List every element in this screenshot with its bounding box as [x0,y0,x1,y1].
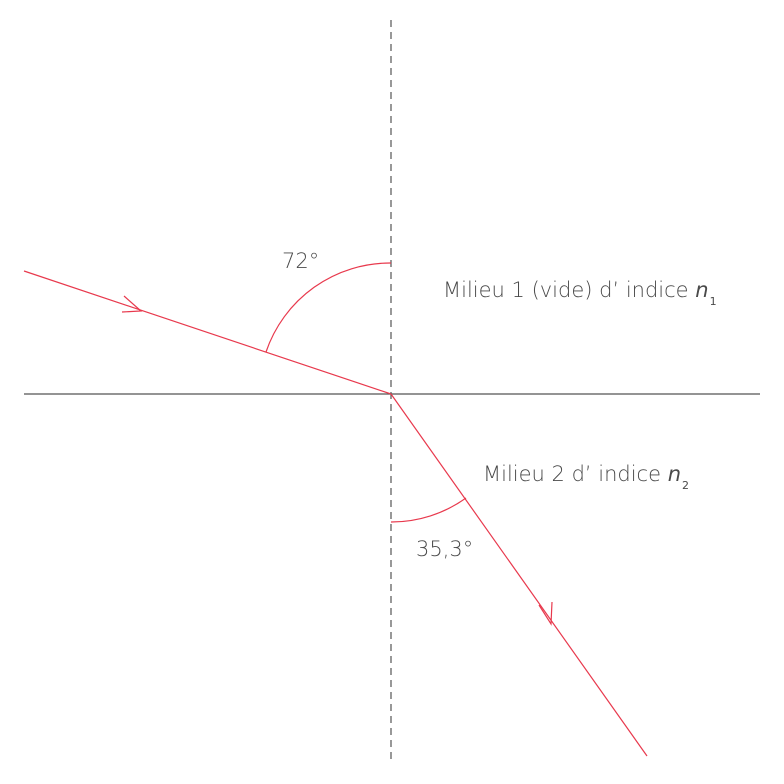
incidence-angle-label: 72° [282,249,319,273]
refracted-ray [390,393,648,757]
incident-arrow-icon [121,295,143,313]
svg-text:Milieu 2 d’ indice n2: Milieu 2 d’ indice n2 [483,462,689,492]
medium2-symbol: n [668,462,681,486]
medium2-subscript: 2 [682,479,689,492]
refraction-angle-arc [390,497,467,523]
svg-text:Milieu 1 (vide) d’ indice n1: Milieu 1 (vide) d’ indice n1 [443,278,717,308]
refracted-arrow-icon [538,601,553,626]
medium2-label: Milieu 2 d’ indice n2 [483,462,689,492]
medium2-text: Milieu 2 d’ indice [483,462,668,486]
medium1-symbol: n [695,278,708,302]
refraction-angle-label: 35,3° [416,537,473,561]
medium1-text: Milieu 1 (vide) d’ indice [443,278,695,302]
medium1-label: Milieu 1 (vide) d’ indice n1 [443,278,717,308]
incident-ray [23,270,392,395]
medium1-subscript: 1 [710,295,717,308]
incidence-angle-arc [265,262,392,353]
